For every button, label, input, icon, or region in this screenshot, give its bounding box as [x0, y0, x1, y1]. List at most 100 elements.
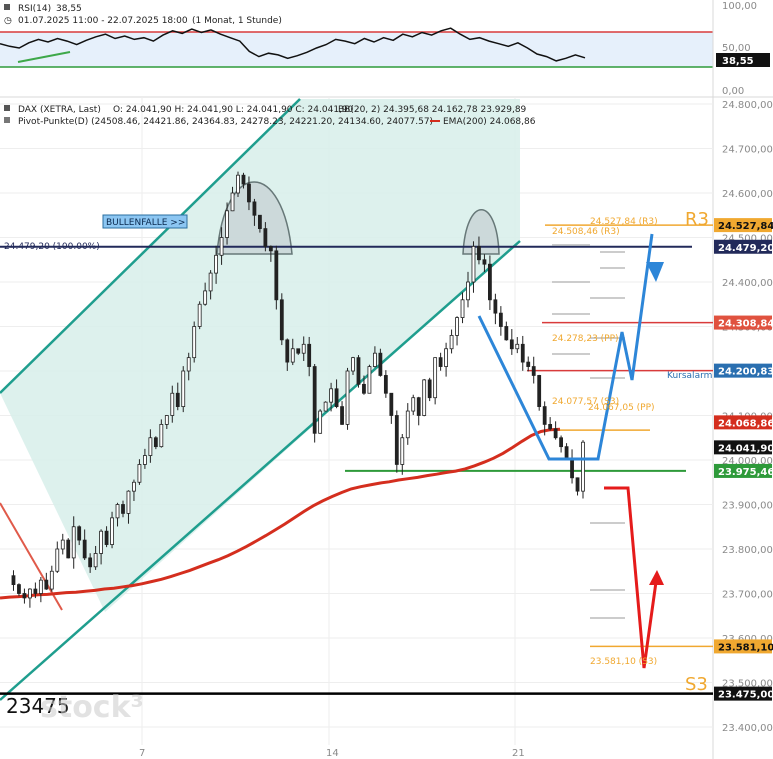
candle-body: [143, 455, 147, 465]
candle-body: [164, 415, 169, 425]
price-tick-label: 24.700,00: [722, 145, 773, 156]
ohlc-label: O: 24.041,90 H: 24.041,90 L: 24.041,90 C…: [113, 105, 354, 115]
candle-body: [329, 388, 333, 403]
candle-body: [312, 366, 317, 434]
rsi-range: 01.07.2025 11:00 - 22.07.2025 18:00: [18, 16, 188, 26]
candle-body: [400, 437, 405, 465]
candle-body: [203, 290, 208, 305]
candle-body: [422, 379, 427, 416]
candle-body: [537, 375, 542, 408]
candle-body: [66, 539, 71, 559]
candle-body: [449, 334, 454, 350]
price-tick-label: 24.000,00: [722, 456, 773, 467]
double-top-hump-2: [462, 209, 500, 255]
candle-body: [433, 357, 438, 399]
candle-body: [559, 437, 563, 448]
candle-body: [340, 406, 344, 425]
candle-body: [159, 423, 164, 448]
candle-body: [334, 388, 339, 407]
pp-pivot-label: 24.278,23 (PP): [552, 334, 619, 344]
axis-label-last: 24.041,90: [718, 443, 773, 454]
axis-box-low: [714, 686, 772, 701]
candle-body: [274, 250, 279, 301]
candle-body: [394, 415, 399, 465]
candle-body: [416, 397, 421, 416]
candle-body: [49, 570, 54, 590]
candle-body: [427, 379, 432, 399]
candle-body: [219, 237, 224, 256]
candle-body: [252, 201, 257, 216]
candle-body: [214, 254, 218, 274]
axis-label-support: 23.975,46: [718, 467, 773, 478]
axis-box-top: [714, 239, 772, 254]
candle-body: [575, 477, 580, 492]
pivot-icon: [4, 117, 10, 123]
price-candles: [11, 171, 585, 608]
axis-label-ema200: 24.068,86: [718, 418, 773, 429]
axis-label-kursalarm: 24.200,83: [718, 367, 773, 378]
candle-body: [548, 423, 553, 430]
candle-body: [405, 410, 410, 439]
candle-body: [301, 343, 306, 354]
rsi-tick-0: 0,00: [722, 86, 744, 97]
axis-label-top: 24.479,20: [718, 243, 773, 254]
rsi-indicator-name: RSI(14): [18, 4, 51, 14]
candle-body: [197, 303, 202, 327]
scenario-blue-arrow: [646, 262, 664, 282]
time-tick-label: 7: [139, 748, 145, 759]
ema200-line: [0, 427, 561, 600]
candle-body: [71, 526, 76, 559]
r3-big-label: R3: [685, 209, 709, 230]
candle-body: [55, 548, 60, 572]
candle-body: [60, 539, 65, 550]
candle-body: [351, 357, 355, 372]
candle-body: [285, 339, 290, 363]
candle-body: [279, 299, 284, 341]
candle-body: [93, 553, 98, 568]
candle-body: [88, 557, 93, 568]
candle-body: [38, 579, 43, 594]
candle-body: [99, 530, 103, 554]
candle-body: [526, 361, 531, 367]
axis-box-last: [714, 440, 772, 455]
rsi-value: 38,55: [56, 4, 82, 14]
stock3-watermark: stock³: [40, 690, 144, 725]
candle-body: [581, 441, 585, 492]
instrument-label: DAX (XETRA, Last): [18, 105, 101, 115]
candle-body: [345, 370, 350, 425]
rsi-overbought-band: [0, 32, 713, 67]
price-tick-label: 23.400,00: [722, 723, 773, 734]
scenario-red-arrow: [649, 570, 664, 585]
candle-body: [466, 281, 470, 301]
candle-body: [236, 174, 240, 194]
candle-body: [132, 481, 136, 492]
candle-body: [383, 375, 388, 394]
candle-body: [356, 357, 361, 385]
rsi-tick-100: 100,00: [722, 1, 757, 12]
candle-body: [28, 588, 32, 599]
candle-body: [208, 272, 213, 292]
candle-body: [22, 593, 27, 599]
candle-body: [110, 517, 114, 545]
candle-body: [181, 370, 186, 407]
scenario-red-path: [604, 486, 658, 669]
rsi-current-box: [716, 53, 770, 67]
candle-body: [17, 584, 21, 594]
candle-body: [230, 192, 235, 212]
top-level-label: 24.479,20 (100.00%): [4, 242, 100, 252]
r3-pivot-label-2: 24.508,46 (R3): [552, 227, 620, 237]
candle-body: [258, 214, 262, 229]
pivot-dashes: [552, 244, 625, 619]
candle-body: [153, 437, 158, 448]
price-tick-label: 24.800,00: [722, 100, 773, 111]
time-tick-label: 14: [326, 748, 339, 759]
price-tick-label: 23.900,00: [722, 501, 773, 512]
candle-body: [175, 392, 180, 408]
candle-body: [115, 504, 120, 519]
candle-body: [488, 263, 492, 301]
candle-body: [542, 406, 547, 425]
axis-box-kursalarm: [714, 363, 772, 378]
candle-body: [471, 245, 476, 283]
candle-body: [553, 428, 558, 439]
bullenfalle-box: [102, 214, 188, 229]
